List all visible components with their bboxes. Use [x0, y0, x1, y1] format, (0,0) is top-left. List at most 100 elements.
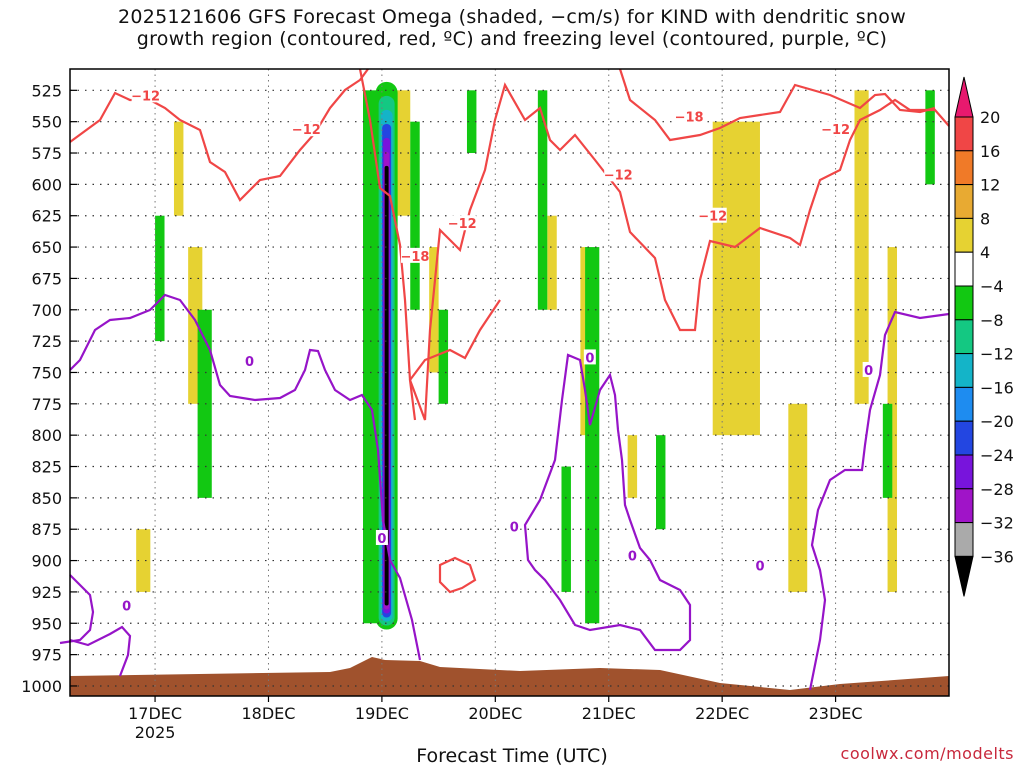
omega_-4_to_-8-band: [925, 90, 935, 185]
omega_positive_yellow-band: [547, 215, 557, 310]
omega_-4_to_-8-band: [410, 121, 420, 310]
x-tick-label: 18DEC: [241, 704, 295, 723]
contour-label: −12: [698, 210, 727, 225]
contour-label: 0: [755, 560, 764, 575]
colorbar-label: −4: [980, 277, 1004, 296]
y-tick-label: 775: [31, 395, 62, 414]
contour-label-bg: [375, 529, 388, 545]
y-tick-label: 750: [31, 363, 62, 382]
contour-label: 0: [510, 521, 519, 536]
omega_positive_yellow-band: [627, 435, 638, 498]
omega_positive_yellow-band: [854, 90, 869, 404]
y-tick-label: 975: [31, 646, 62, 665]
y-tick-label: 1000: [21, 677, 62, 696]
omega_-4_to_-8-band: [585, 247, 600, 624]
freezing-contour-low: [59, 574, 132, 677]
colorbar-label: −16: [980, 378, 1014, 397]
y-tick-label: 800: [31, 426, 62, 445]
colorbar-swatch: [954, 184, 974, 219]
colorbar-label: 4: [980, 243, 990, 262]
contour-label-bg: [821, 121, 850, 137]
credit-text: coolwx.com/modelts: [840, 744, 1014, 763]
contour-label-bg: [698, 207, 727, 223]
omega_positive_yellow-band: [712, 121, 760, 436]
colorbar-swatch: [954, 353, 974, 388]
y-tick-label: 675: [31, 269, 62, 288]
y-tick-label: 950: [31, 614, 62, 633]
dgz-contour-lower: [408, 299, 501, 421]
x-tick-label: 22DEC: [695, 704, 749, 723]
contour-label: −12: [131, 89, 160, 104]
colorbar-label: −32: [980, 514, 1014, 533]
contour-label: −18: [675, 111, 704, 126]
x-tick-sublabel: 2025: [135, 723, 176, 742]
omega_positive_yellow-band: [173, 121, 184, 216]
contour-label: 0: [864, 364, 873, 379]
colorbar-swatch: [954, 420, 974, 456]
colorbar-label: 20: [980, 108, 1000, 127]
omega_-4_to_-8-band: [656, 435, 666, 530]
freezing-contour-far-right: [808, 310, 950, 691]
x-tick-label: 21DEC: [582, 704, 636, 723]
colorbar-swatch: [954, 285, 974, 321]
contour-labels: −12 −12 −12 −12 −18 −18 −12 −12 0 0 0 0 0 0 0 0: [120, 87, 875, 615]
colorbar: 20 16 12 8 4 −4 −8 −12 −16 −20 −24 −28 −32 −36: [954, 76, 1014, 597]
dgz-contour-ring: [438, 556, 477, 594]
omega_-4_to_-8-band: [882, 403, 893, 498]
colorbar-cap-top: [954, 76, 974, 118]
contour-label: −12: [448, 217, 477, 232]
colorbar-swatch: [954, 116, 974, 152]
colorbar-label: −24: [980, 446, 1014, 465]
omega_positive_yellow-band: [136, 529, 151, 592]
contour-label-bg: [604, 166, 633, 182]
y-tick-label: 650: [31, 238, 62, 257]
y-tick-label: 875: [31, 520, 62, 539]
y-tick-label: 625: [31, 207, 62, 226]
omega_-4_to_-8-band: [466, 90, 477, 154]
x-tick-label: 23DEC: [809, 704, 863, 723]
x-axis-title: Forecast Time (UTC): [416, 745, 608, 767]
contour-label: −18: [400, 250, 429, 265]
y-tick-label: 725: [31, 332, 62, 351]
contour-label: 0: [628, 550, 637, 565]
contour-label-bg: [508, 518, 521, 534]
y-tick-label: 575: [31, 144, 62, 163]
contour-label-bg: [675, 108, 704, 124]
colorbar-swatch: [954, 217, 974, 253]
y-tick-label: 825: [31, 458, 62, 477]
contour-label-bg: [753, 557, 766, 573]
omega_-4_to_-8-band: [438, 309, 449, 404]
omega_positive_yellow-band: [429, 247, 439, 373]
omega-core-layer: [384, 165, 389, 606]
contour-label: −12: [292, 123, 321, 138]
colorbar-label: −28: [980, 480, 1014, 499]
colorbar-label: 16: [980, 142, 1000, 161]
contour-label-bg: [131, 87, 160, 103]
colorbar-swatch: [954, 386, 974, 422]
colorbar-swatch: [954, 251, 974, 287]
contour-label-bg: [626, 547, 639, 563]
contour-label: 0: [245, 355, 254, 370]
colorbar-swatch: [954, 319, 974, 355]
freezing-contour-mid: [376, 449, 422, 661]
y-tick-label: 850: [31, 489, 62, 508]
freezing-contour-right: [523, 353, 692, 652]
colorbar-swatch: [954, 488, 974, 524]
contour-label-bg: [120, 597, 133, 613]
y-tick-label: 700: [31, 301, 62, 320]
plot-frame: [69, 68, 950, 697]
contour-label-bg: [448, 215, 477, 231]
contour-label-bg: [583, 349, 596, 365]
x-tick-label: 17DEC: [128, 704, 182, 723]
colorbar-swatch: [954, 150, 974, 186]
x-tick-label: 19DEC: [355, 704, 409, 723]
dgz-contour-upper-right: [618, 68, 936, 142]
x-tick-label: 20DEC: [468, 704, 522, 723]
y-tick-label: 600: [31, 175, 62, 194]
y-tick-label: 900: [31, 552, 62, 571]
colorbar-label: −36: [980, 547, 1014, 566]
colorbar-cap-bottom: [954, 555, 974, 597]
omega_-4_to_-8-band: [155, 215, 165, 342]
